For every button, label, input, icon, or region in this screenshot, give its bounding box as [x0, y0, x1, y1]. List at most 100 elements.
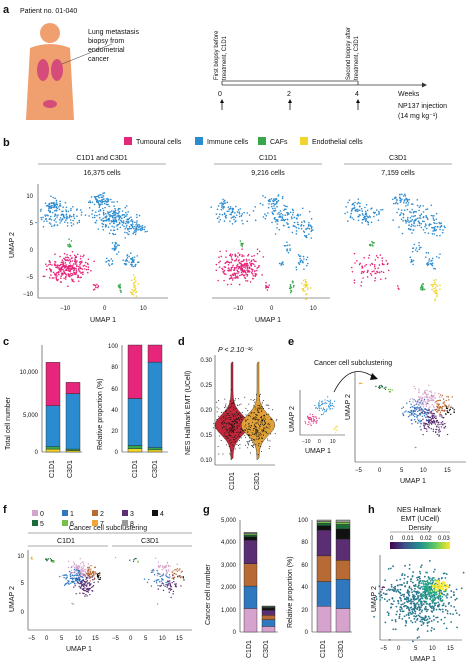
bar-segment	[261, 619, 276, 627]
violin-point	[231, 423, 233, 425]
umap-point	[150, 585, 153, 587]
umap-point	[130, 279, 133, 282]
legend-swatch-cluster-0	[32, 510, 38, 516]
umap-point	[367, 216, 370, 219]
umap-point	[31, 556, 33, 558]
umap-point	[238, 212, 241, 215]
umap-point	[230, 207, 232, 210]
umap-point	[428, 420, 430, 423]
umap-point	[46, 204, 49, 207]
violin-point	[229, 430, 231, 432]
violin-point	[253, 405, 255, 407]
umap-point	[409, 220, 411, 222]
umap-point	[358, 263, 361, 266]
umap-point	[285, 222, 288, 224]
svg-text:Relative proportion (%): Relative proportion (%)	[287, 556, 294, 628]
umap-point	[130, 216, 132, 218]
violin-point	[261, 441, 263, 443]
violin-point	[265, 418, 267, 420]
panel-f-c3d1-points	[114, 556, 185, 605]
umap-point	[175, 585, 177, 588]
umap-point	[433, 233, 435, 235]
umap-point	[426, 579, 429, 582]
umap-point	[250, 271, 253, 274]
umap-point	[415, 211, 417, 213]
violin-point	[229, 400, 231, 402]
umap-point	[268, 203, 270, 205]
umap-point	[308, 421, 310, 423]
violin-point	[220, 418, 222, 420]
umap-point	[113, 249, 116, 251]
umap-point	[172, 574, 174, 577]
umap-point	[125, 211, 127, 214]
umap-point	[99, 574, 101, 576]
umap-point	[420, 398, 422, 400]
umap-point	[418, 224, 421, 227]
umap-point	[394, 628, 397, 631]
umap-point	[448, 404, 450, 406]
umap-point	[437, 582, 439, 585]
umap-point	[432, 599, 434, 601]
umap-point	[427, 232, 430, 235]
umap-point	[293, 216, 296, 219]
umap-point	[107, 199, 109, 202]
umap-point	[98, 210, 100, 213]
umap-point	[104, 200, 107, 202]
umap-point	[217, 279, 219, 282]
umap-point	[223, 202, 226, 204]
umap-point	[119, 289, 122, 292]
umap-point	[363, 270, 365, 273]
violin-point	[250, 412, 252, 414]
umap-point	[223, 206, 226, 208]
umap-point	[60, 214, 63, 216]
umap-point	[131, 257, 134, 259]
umap-point	[131, 220, 134, 222]
bar-segment	[127, 445, 143, 449]
umap-point	[435, 616, 437, 619]
umap-point	[428, 224, 430, 227]
umap-point	[116, 200, 119, 203]
umap-point	[438, 584, 441, 587]
umap-point	[410, 580, 412, 583]
svg-text:40: 40	[111, 408, 118, 414]
umap-point	[419, 396, 421, 398]
umap-point	[55, 221, 57, 223]
umap-point	[53, 224, 56, 226]
umap-point	[140, 229, 142, 232]
umap-point	[158, 581, 161, 583]
umap-point	[91, 213, 93, 215]
umap-point	[251, 262, 254, 265]
umap-point	[429, 422, 432, 424]
umap-point	[56, 224, 59, 226]
violin-point	[258, 407, 260, 409]
violin-point	[236, 414, 238, 416]
violin-point	[230, 418, 232, 420]
umap-point	[431, 215, 434, 217]
umap-point	[168, 570, 170, 572]
violin-point	[257, 430, 259, 432]
violin-point	[225, 418, 227, 420]
violin-point	[264, 421, 266, 423]
umap-point	[433, 287, 435, 290]
umap-point	[55, 264, 57, 267]
umap-point	[428, 407, 430, 410]
umap-point	[105, 261, 107, 263]
umap-point	[169, 587, 171, 590]
umap-point	[413, 585, 416, 588]
violin-point	[258, 425, 260, 427]
violin-point	[240, 428, 242, 430]
bar-segment	[243, 533, 258, 536]
violin-point	[231, 421, 233, 423]
umap-point	[421, 220, 424, 223]
umap-point	[113, 219, 116, 222]
umap-point	[418, 413, 421, 415]
umap-point	[136, 224, 139, 226]
umap-point	[350, 266, 353, 269]
umap-point	[408, 228, 410, 230]
umap-point	[171, 571, 174, 574]
umap-xlabel-c1d1: UMAP 1	[255, 317, 281, 324]
umap-point	[67, 560, 70, 563]
umap-point	[372, 211, 375, 214]
umap-point	[391, 389, 393, 391]
umap-point	[64, 574, 67, 576]
